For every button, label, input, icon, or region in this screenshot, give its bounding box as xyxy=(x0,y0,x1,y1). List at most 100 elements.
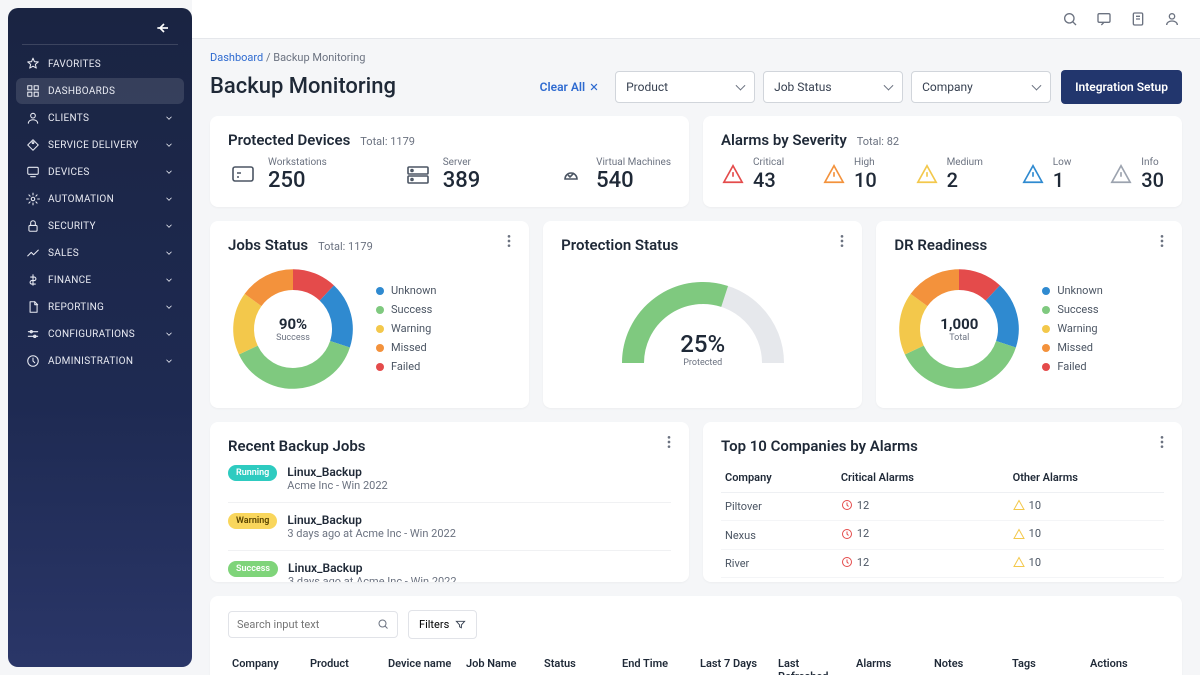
filter-icon xyxy=(455,619,466,630)
sidebar-item-administration[interactable]: ADMINISTRATION xyxy=(16,348,184,374)
warning-icon xyxy=(1013,528,1025,540)
sidebar-item-label: FAVORITES xyxy=(48,59,101,70)
kebab-menu[interactable] xyxy=(834,233,850,249)
col-header[interactable]: End Time xyxy=(618,651,696,675)
sidebar-item-automation[interactable]: AUTOMATION xyxy=(16,186,184,212)
sidebar-item-devices[interactable]: DEVICES xyxy=(16,159,184,185)
page-title: Backup Monitoring xyxy=(210,74,396,99)
recent-job-row[interactable]: SuccessLinux_Backup3 days ago at Acme In… xyxy=(228,551,671,582)
alarms-severity-card: Alarms by Severity Total: 82 Critical43H… xyxy=(703,116,1182,207)
col-header[interactable]: Company xyxy=(228,651,306,675)
search-input[interactable] xyxy=(237,618,377,631)
breadcrumb: Dashboard / Backup Monitoring xyxy=(210,51,1182,64)
sidebar-item-label: DEVICES xyxy=(48,167,90,178)
integration-setup-button[interactable]: Integration Setup xyxy=(1061,70,1182,104)
col-header[interactable]: Alarms xyxy=(852,651,930,675)
device-icon xyxy=(403,163,433,187)
col-header[interactable]: Last 7 Days xyxy=(696,651,774,675)
kebab-menu[interactable] xyxy=(661,434,677,450)
card-title: Top 10 Companies by Alarms xyxy=(721,437,918,455)
stat-workstations: Workstations250 xyxy=(228,157,327,193)
col-header[interactable]: Job Name xyxy=(462,651,540,675)
warning-triangle-icon xyxy=(1021,163,1045,185)
user-icon[interactable] xyxy=(1164,11,1180,27)
table-row[interactable]: Piltover1210 xyxy=(721,492,1164,521)
sidebar-item-reporting[interactable]: REPORTING xyxy=(16,294,184,320)
kebab-menu[interactable] xyxy=(501,233,517,249)
sidebar-item-label: SERVICE DELIVERY xyxy=(48,140,139,151)
sidebar-item-sales[interactable]: SALES xyxy=(16,240,184,266)
doc-icon xyxy=(26,300,40,314)
alarm-low: Low1 xyxy=(1021,157,1072,192)
card-title: Alarms by Severity xyxy=(721,131,847,149)
clear-all-button[interactable]: Clear All xyxy=(540,80,599,94)
col-header[interactable]: Device name xyxy=(384,651,462,675)
sidebar-item-service-delivery[interactable]: SERVICE DELIVERY xyxy=(16,132,184,158)
protection-gauge: 25%Protected xyxy=(613,268,793,368)
search-icon[interactable] xyxy=(1062,11,1078,27)
sidebar-item-clients[interactable]: CLIENTS xyxy=(16,105,184,131)
clock-icon xyxy=(841,499,853,511)
col-header[interactable]: Notes xyxy=(930,651,1008,675)
breadcrumb-root[interactable]: Dashboard xyxy=(210,51,263,64)
table-row[interactable]: Tower1210 xyxy=(721,578,1164,582)
sidebar-item-configurations[interactable]: CONFIGURATIONS xyxy=(16,321,184,347)
chevron-down-icon xyxy=(164,275,174,285)
legend-item: Unknown xyxy=(376,284,436,297)
col-header[interactable]: Last Refreshed xyxy=(774,651,852,675)
clock-icon xyxy=(841,528,853,540)
sidebar-item-label: CONFIGURATIONS xyxy=(48,329,135,340)
chevron-down-icon xyxy=(164,167,174,177)
warning-triangle-icon xyxy=(721,163,745,185)
card-title: Jobs Status xyxy=(228,236,308,254)
legend-item: Success xyxy=(1042,303,1102,316)
gear-icon xyxy=(26,192,40,206)
sidebar-item-dashboards[interactable]: DASHBOARDS xyxy=(16,78,184,104)
filters-button[interactable]: Filters xyxy=(408,610,477,639)
company-select[interactable]: Company xyxy=(911,71,1051,103)
product-select[interactable]: Product xyxy=(615,71,755,103)
device-icon xyxy=(228,163,258,187)
back-button[interactable] xyxy=(22,20,178,45)
clock-icon xyxy=(841,556,853,568)
card-title: Protection Status xyxy=(561,236,678,254)
job-status-select[interactable]: Job Status xyxy=(763,71,903,103)
table-row[interactable]: Nexus1210 xyxy=(721,521,1164,550)
recent-jobs-card: Recent Backup Jobs RunningLinux_BackupAc… xyxy=(210,422,689,582)
arrow-left-icon xyxy=(154,20,170,36)
recent-job-row[interactable]: WarningLinux_Backup3 days ago at Acme In… xyxy=(228,503,671,551)
lock-icon xyxy=(26,219,40,233)
sidebar-item-label: DASHBOARDS xyxy=(48,86,115,97)
card-title: Protected Devices xyxy=(228,131,350,149)
sidebar: FAVORITES DASHBOARDS CLIENTS SERVICE DELIVE… xyxy=(8,8,192,667)
kebab-menu[interactable] xyxy=(1154,434,1170,450)
monitor-icon xyxy=(26,165,40,179)
sidebar-item-label: SALES xyxy=(48,248,79,259)
chat-icon[interactable] xyxy=(1096,11,1112,27)
table-row[interactable]: River1210 xyxy=(721,549,1164,578)
legend-item: Warning xyxy=(1042,322,1102,335)
legend-item: Unknown xyxy=(1042,284,1102,297)
sidebar-item-finance[interactable]: FINANCE xyxy=(16,267,184,293)
col-header[interactable]: Actions xyxy=(1086,651,1164,675)
chevron-down-icon xyxy=(164,194,174,204)
alarm-info: Info30 xyxy=(1109,157,1164,192)
protected-devices-card: Protected Devices Total: 1179 Workstatio… xyxy=(210,116,689,207)
col-header[interactable]: Product xyxy=(306,651,384,675)
kebab-menu[interactable] xyxy=(1154,233,1170,249)
col-header[interactable]: Tags xyxy=(1008,651,1086,675)
grid-icon xyxy=(26,84,40,98)
sidebar-item-security[interactable]: SECURITY xyxy=(16,213,184,239)
chevron-down-icon xyxy=(164,113,174,123)
col-header[interactable]: Status xyxy=(540,651,618,675)
sidebar-item-favorites[interactable]: FAVORITES xyxy=(16,51,184,77)
col-header: Critical Alarms xyxy=(837,463,1009,493)
clipboard-icon[interactable] xyxy=(1130,11,1146,27)
dr-readiness-donut: 1,000Total xyxy=(894,264,1024,394)
legend-item: Missed xyxy=(1042,341,1102,354)
legend-item: Success xyxy=(376,303,436,316)
top-companies-card: Top 10 Companies by Alarms CompanyCritic… xyxy=(703,422,1182,582)
jobs-status-donut: 90%Success xyxy=(228,264,358,394)
recent-job-row[interactable]: RunningLinux_BackupAcme Inc - Win 2022 xyxy=(228,455,671,503)
dr-readiness-card: DR Readiness 1,000Total UnknownSuccessWa… xyxy=(876,221,1182,408)
